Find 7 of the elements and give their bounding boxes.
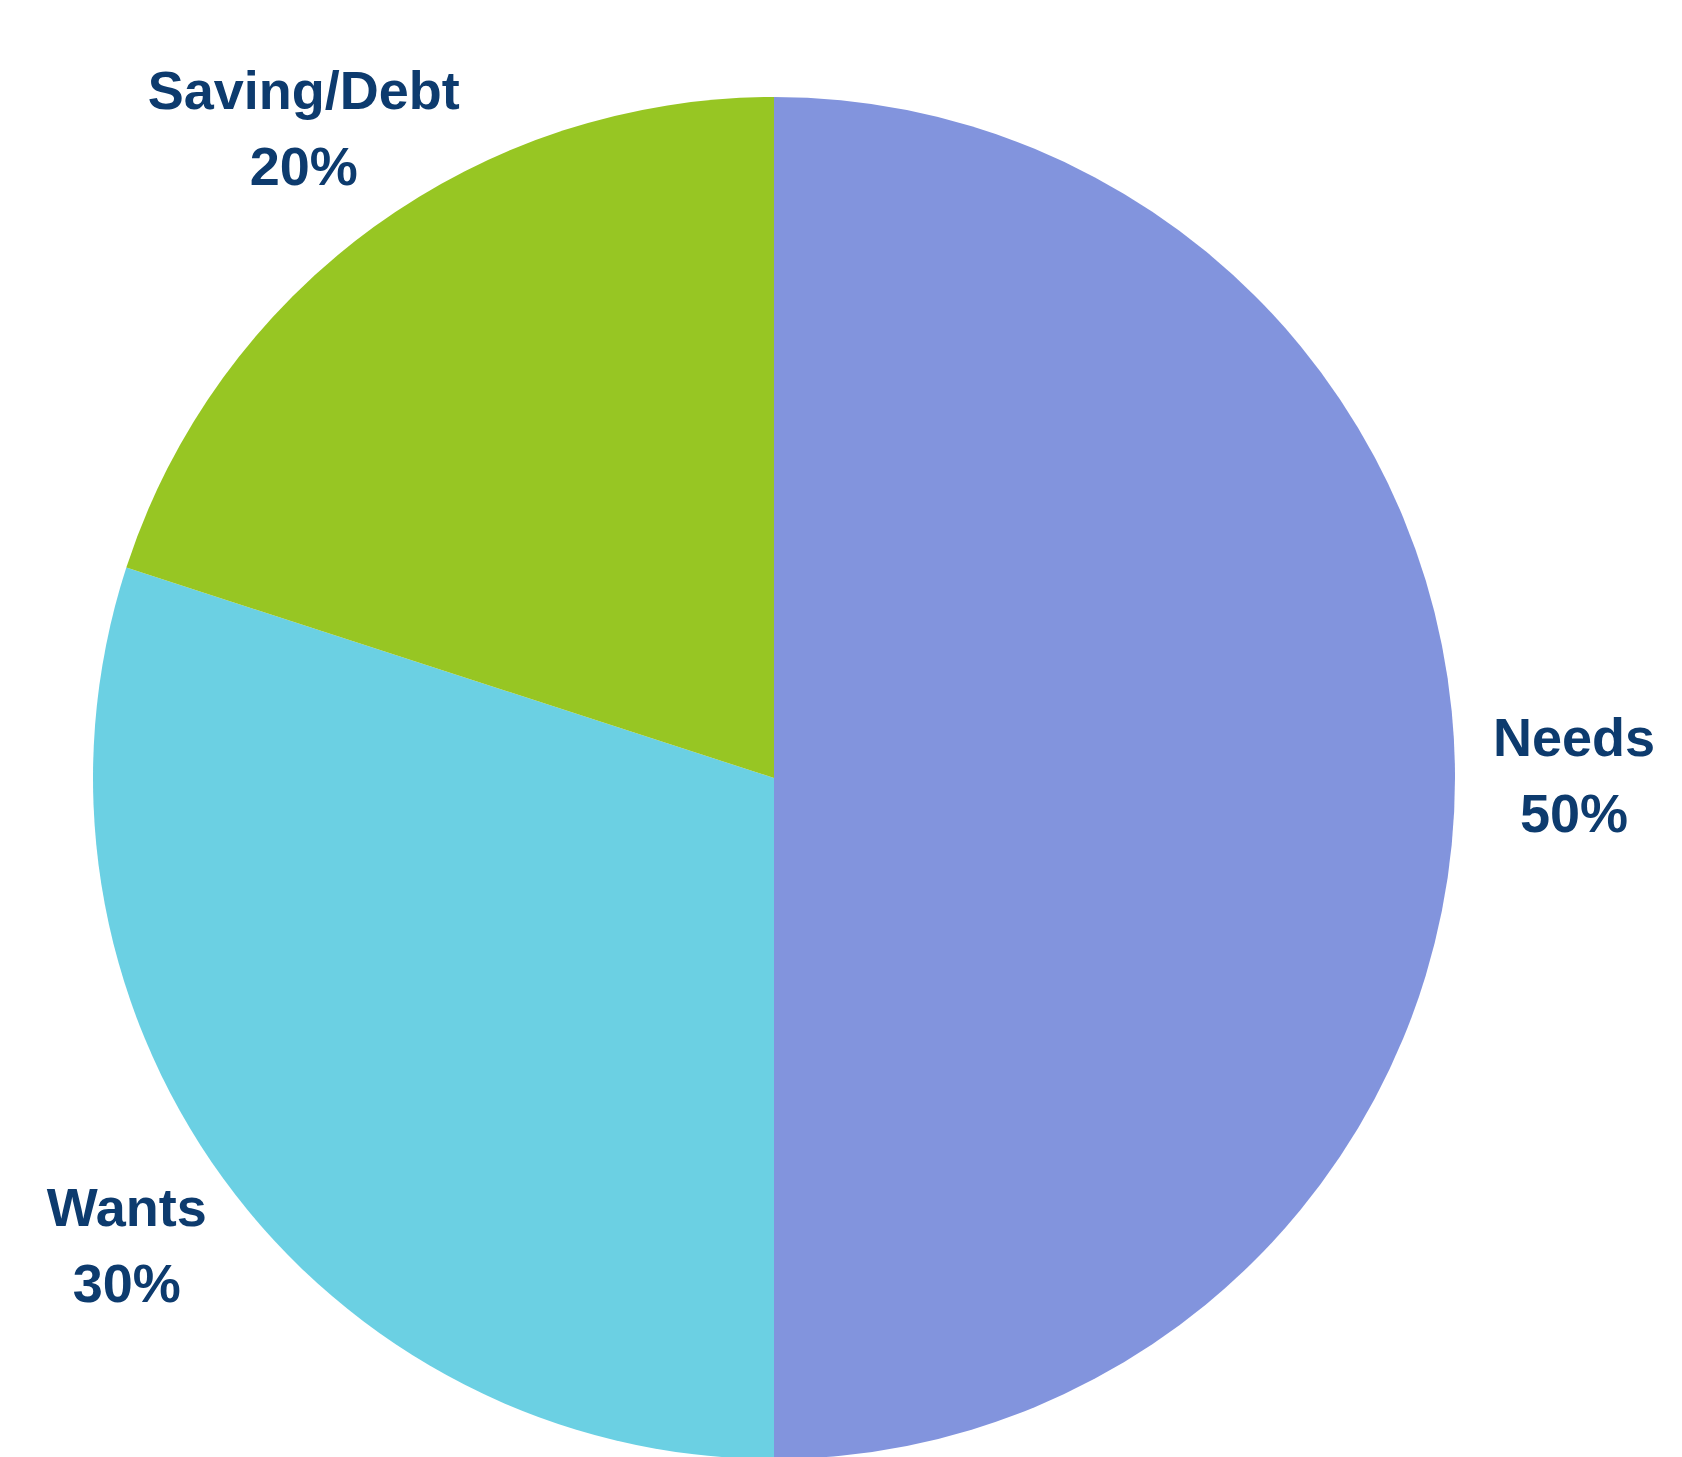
data-label: 20% [249,135,358,196]
data-label: 50% [1519,783,1629,843]
slice-label: Saving/Debt [147,59,460,120]
slice-label: Needs [1492,707,1656,767]
pie-slice [774,97,1454,1457]
data-label: 30% [72,1253,181,1314]
slice-label: Wants [46,1177,207,1238]
